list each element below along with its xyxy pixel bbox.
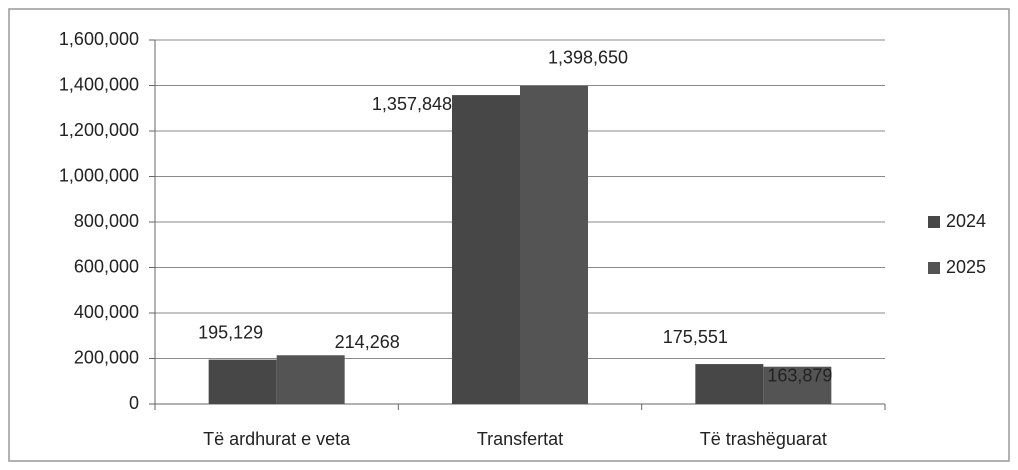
x-tick-label: Transfertat [477,429,563,449]
y-tick-label: 200,000 [74,347,139,367]
bar [695,364,764,404]
value-label: 163,879 [767,365,832,385]
legend-swatch [928,216,940,228]
x-tick-label: Të trashëguarat [700,429,827,449]
y-tick-label: 800,000 [74,211,139,231]
legend-label: 2024 [946,211,986,231]
x-tick-label: Të ardhurat e veta [203,429,351,449]
value-label: 175,551 [663,327,728,347]
legend-swatch [928,262,940,274]
value-label: 195,129 [198,322,263,342]
bar [763,366,832,404]
bar [208,359,277,404]
y-tick-label: 1,200,000 [59,120,139,140]
value-label: 1,398,650 [548,48,628,68]
y-tick-label: 1,000,000 [59,165,139,185]
legend-label: 2025 [946,257,986,277]
y-tick-label: 1,400,000 [59,74,139,94]
value-label: 214,268 [335,332,400,352]
y-tick-label: 0 [129,393,139,413]
bar [452,95,520,405]
bar [520,85,588,404]
y-tick-label: 1,600,000 [59,29,139,49]
y-tick-label: 600,000 [74,256,139,276]
y-tick-label: 400,000 [74,302,139,322]
bar [276,355,345,404]
value-label: 1,357,848 [372,94,452,114]
